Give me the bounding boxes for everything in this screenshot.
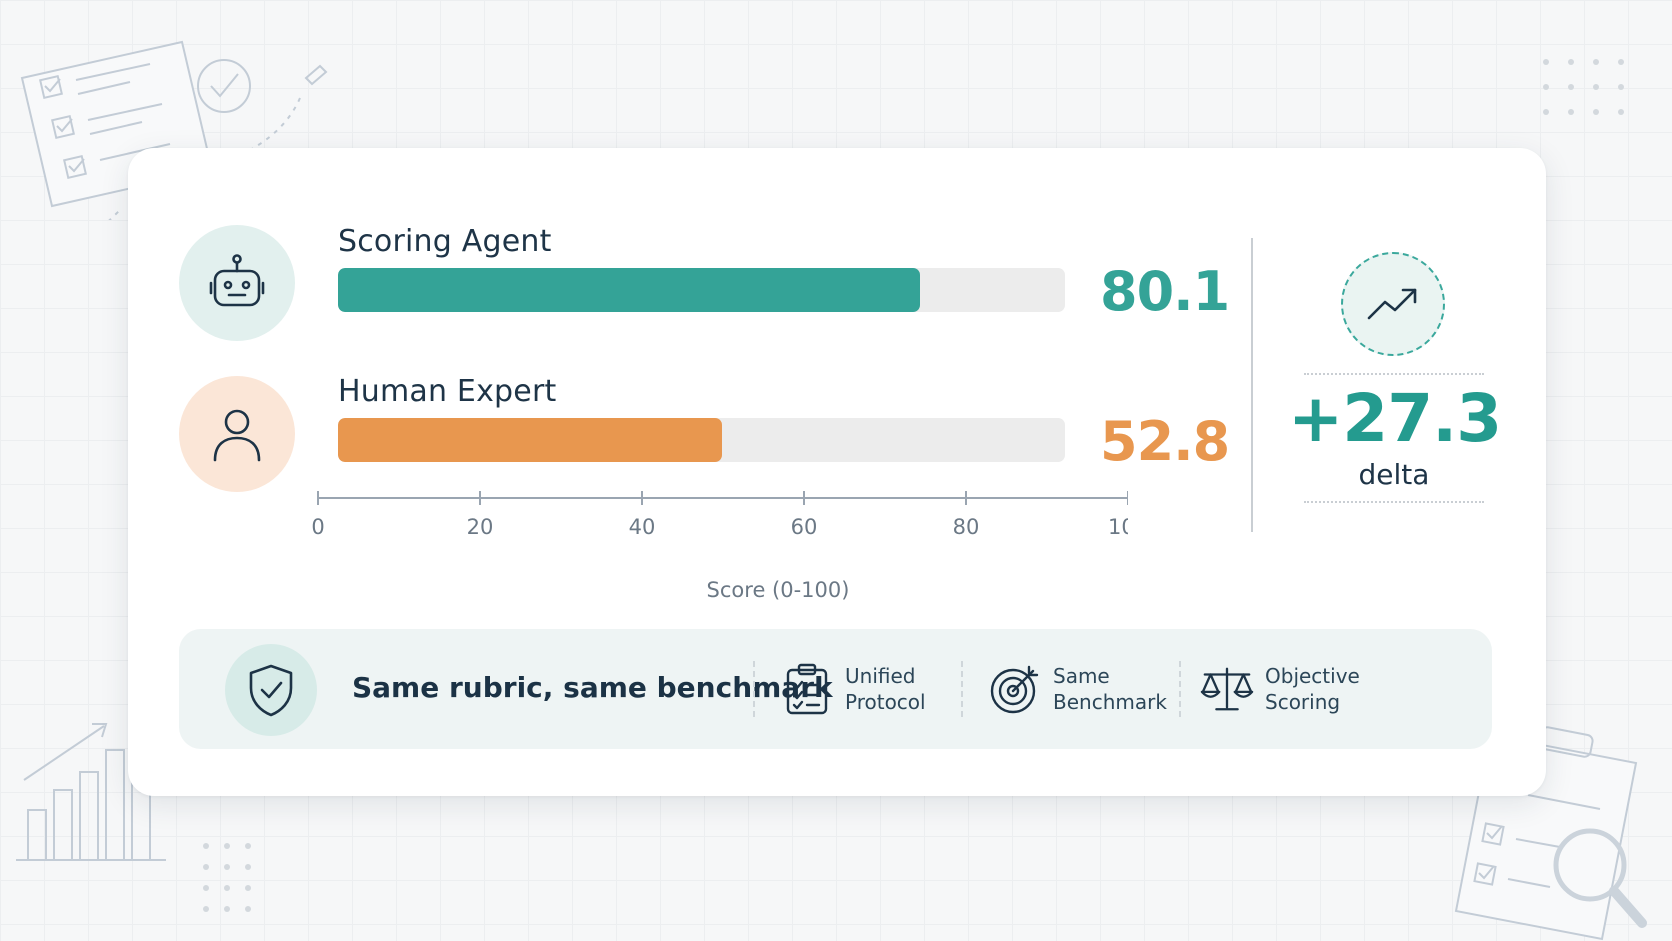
clipboard-checklist-icon [786,663,828,715]
delta-label: delta [1358,458,1430,491]
value-label-scoring-agent: 80.1 [1100,260,1230,323]
human-avatar [179,376,295,492]
bar-human-expert [338,418,722,462]
bar-track-human-expert [338,418,1065,462]
x-tick-label: 60 [791,515,818,539]
footer-title: Same rubric, same benchmark [352,671,833,704]
footer-divider [753,661,755,717]
dot-grid-decoration-icon [203,843,251,912]
feature-line: Benchmark [1053,690,1167,714]
comparison-card: Scoring Agent 80.1 Human Expert 52.8 0 20… [128,148,1546,796]
series-label-human-expert: Human Expert [338,374,557,409]
feature-same-benchmark: Same Benchmark [987,657,1173,721]
feature-line: Same [1053,664,1110,688]
bar-track-scoring-agent [338,268,1065,312]
dot-grid-decoration-icon [1543,59,1624,115]
footer-divider [961,661,963,717]
scales-icon [1200,667,1254,711]
feature-line: Objective [1265,664,1360,688]
person-icon [213,409,261,462]
delta-badge [1341,252,1445,356]
shield-badge [225,644,317,736]
feature-line: Protocol [845,690,926,714]
target-icon [990,665,1039,714]
agent-avatar [179,225,295,341]
feature-line: Scoring [1265,690,1341,714]
delta-rule-top [1304,373,1484,375]
shield-check-icon [249,664,293,717]
robot-icon [209,254,265,307]
x-tick-label: 40 [629,515,656,539]
feature-unified-protocol: Unified Protocol [779,657,965,721]
footer-divider [1179,661,1181,717]
delta-value: +27.3 [1288,380,1502,457]
x-tick-label: 100 [1108,515,1128,539]
x-tick-label: 20 [467,515,494,539]
feature-objective-scoring: Objective Scoring [1199,657,1385,721]
feature-text: Objective Scoring [1265,663,1385,715]
feature-text: Unified Protocol [845,663,965,715]
x-axis: 0 20 40 60 80 100 [311,491,1128,539]
x-tick-label: 80 [953,515,980,539]
series-label-scoring-agent: Scoring Agent [338,224,552,259]
x-tick-label: 0 [311,515,324,539]
feature-text: Same Benchmark [1053,663,1173,715]
feature-line: Unified [845,664,916,688]
bar-scoring-agent [338,268,921,312]
vertical-divider [1251,238,1253,532]
value-label-human-expert: 52.8 [1100,410,1230,473]
delta-rule-bottom [1304,501,1484,503]
footer-banner: Same rubric, same benchmark Unified Prot… [179,629,1492,749]
trending-up-icon [1367,288,1417,320]
x-axis-title: Score (0-100) [706,578,850,602]
